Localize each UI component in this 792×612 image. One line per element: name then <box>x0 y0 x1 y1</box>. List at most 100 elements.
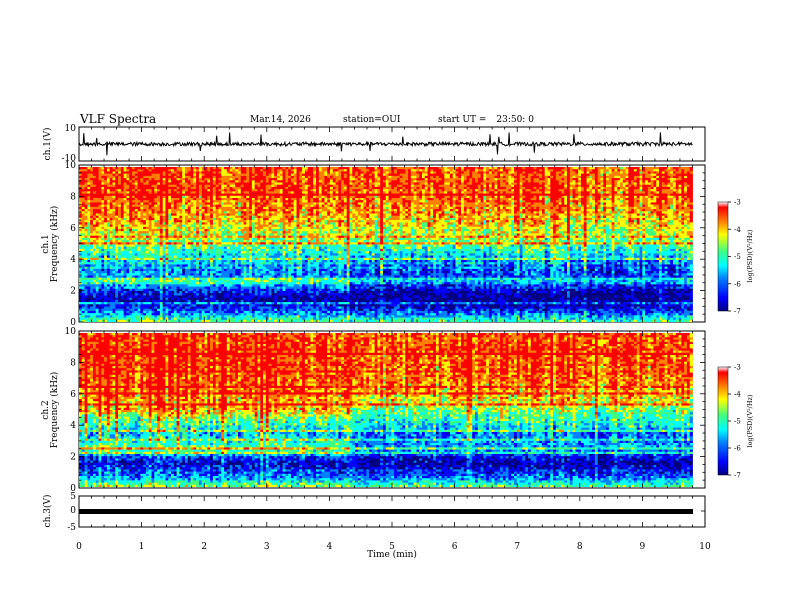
spectrogram-cell <box>198 204 203 208</box>
spectrogram-cell <box>176 209 180 212</box>
spectrogram-cell <box>112 169 116 172</box>
spectrogram-cell <box>263 200 267 203</box>
spectrogram-cell <box>472 215 476 219</box>
spectrogram-cell <box>212 182 217 186</box>
spectrogram-cell <box>466 167 470 170</box>
spectrogram-cell <box>92 200 97 203</box>
spectrogram-cell <box>675 193 679 197</box>
spectrogram-cell <box>316 195 320 199</box>
spectrogram-cell <box>254 204 258 208</box>
spectrogram-cell <box>659 211 663 214</box>
spectrogram-cell <box>647 173 652 177</box>
spectrogram-cell <box>210 202 214 206</box>
spectrogram-cell <box>659 198 663 201</box>
spectrogram-cell <box>600 209 604 212</box>
spectrogram-cell <box>463 178 468 181</box>
spectrogram-cell <box>274 175 278 179</box>
spectrogram-cell <box>539 193 543 197</box>
spectrogram-cell <box>327 184 331 188</box>
spectrogram-cell <box>419 173 423 177</box>
spectrogram-cell <box>480 180 484 183</box>
spectrogram-cell <box>639 206 643 210</box>
spectrogram-cell <box>279 202 283 206</box>
spectrogram-cell <box>625 169 629 172</box>
spectrogram-cell <box>525 213 529 217</box>
spectrogram-cell <box>647 182 652 186</box>
spectrogram-cell <box>154 209 158 212</box>
spectrogram-cell <box>204 195 208 199</box>
spectrogram-cell <box>290 175 295 179</box>
spectrogram-cell <box>555 206 560 210</box>
spectrogram-cell <box>380 209 384 212</box>
spectrogram-cell <box>355 182 359 186</box>
spectrogram-cell <box>567 202 571 206</box>
spectrogram-cell <box>184 215 189 219</box>
spectrogram-cell <box>104 186 108 190</box>
spectrogram-cell <box>276 215 281 219</box>
spectrogram-cell <box>335 200 339 203</box>
spectrogram-cell <box>525 200 529 203</box>
spectrogram-cell <box>544 189 548 192</box>
spectrogram-cell <box>606 184 610 188</box>
spectrogram-cell <box>363 169 367 172</box>
spectrogram-cell <box>583 204 587 208</box>
spectrogram-cell <box>494 178 498 181</box>
spectrogram-cell <box>480 198 484 201</box>
spectrogram-cell <box>474 173 479 177</box>
spectrogram-cell <box>505 202 509 206</box>
spectrogram-cell <box>633 171 638 175</box>
spectrogram-cell <box>279 184 283 188</box>
spectrogram-cell <box>369 211 373 214</box>
spectrogram-cell <box>101 213 105 217</box>
spectrogram-cell <box>650 206 654 210</box>
spectrogram-cell <box>257 189 261 192</box>
spectrogram-cell <box>129 204 133 208</box>
spectrogram-cell <box>95 180 99 183</box>
spectrogram-cell <box>575 202 579 206</box>
spectrogram-cell <box>184 200 189 203</box>
spectrogram-cell <box>190 195 194 199</box>
spectrogram-cell <box>95 215 99 219</box>
spectrogram-cell <box>452 198 456 201</box>
spectrogram-cell <box>271 182 275 186</box>
spectrogram-cell <box>137 178 141 181</box>
spectrogram-cell <box>631 211 635 214</box>
spectrogram-cell <box>190 209 194 212</box>
spectrogram-cell <box>346 173 350 177</box>
spectrogram-cell <box>527 180 532 183</box>
spectrogram-cell <box>162 195 166 199</box>
spectrogram-cell <box>237 173 242 177</box>
spectrogram-cell <box>396 213 401 217</box>
spectrogram-cell <box>469 202 473 206</box>
spectrogram-cell <box>251 182 256 186</box>
spectrogram-cell <box>536 195 540 199</box>
spectrogram-cell <box>304 182 309 186</box>
spectrogram-cell <box>251 175 256 179</box>
spectrogram-cell <box>229 189 233 192</box>
spectrogram-cell <box>647 169 652 172</box>
spectrogram-cell <box>171 202 175 206</box>
spectrogram-cell <box>619 198 624 201</box>
spectrogram-cell <box>151 202 155 206</box>
spectrogram-cell <box>190 213 194 217</box>
spectrogram-cell <box>483 204 487 208</box>
spectrogram-cell <box>385 193 389 197</box>
spectrogram-cell <box>419 209 423 212</box>
spectrogram-cell <box>686 202 691 206</box>
spectrogram-cell <box>218 180 222 183</box>
spectrogram-cell <box>179 184 183 188</box>
spectrogram-cell <box>672 184 677 188</box>
spectrogram-cell <box>95 213 99 217</box>
spectrogram-cell <box>689 175 693 179</box>
spectrogram-cell <box>357 204 362 208</box>
spectrogram-cell <box>232 211 236 214</box>
spectrogram-cell <box>363 191 367 194</box>
spectrogram-cell <box>101 209 105 212</box>
spectrogram-cell <box>104 182 108 186</box>
spectrogram-cell <box>79 206 83 210</box>
spectrogram-cell <box>555 167 560 170</box>
spectrogram-cell <box>357 211 362 214</box>
spectrogram-cell <box>594 211 599 214</box>
spectrogram-cell <box>276 206 281 210</box>
spectrogram-cell <box>229 167 233 170</box>
